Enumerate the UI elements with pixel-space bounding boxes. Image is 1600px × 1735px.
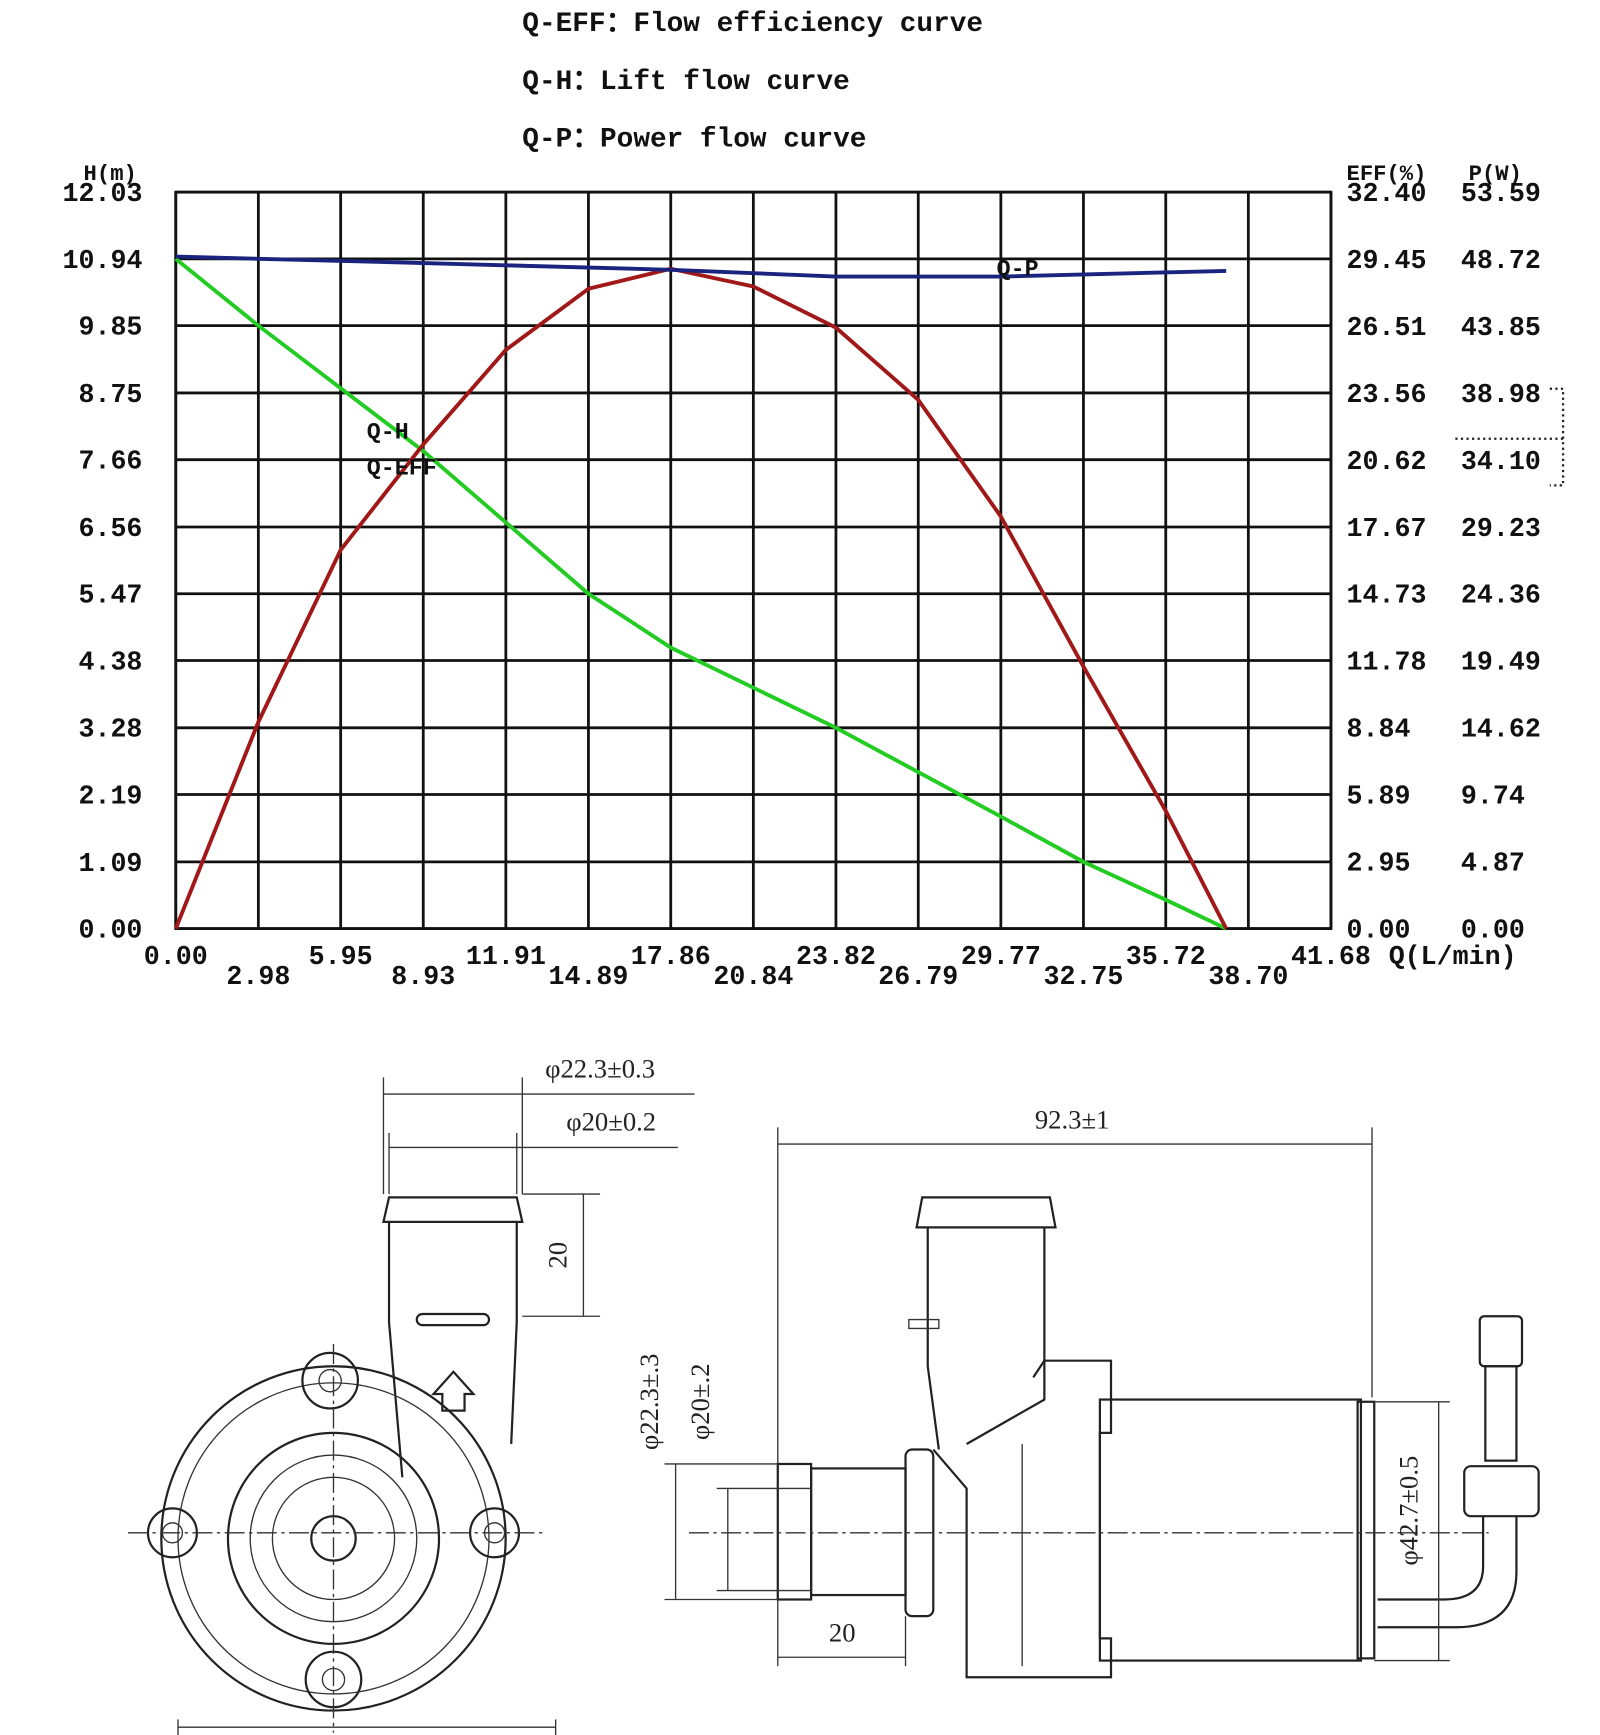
dimension-label: φ42.7±0.5 <box>1394 1456 1424 1566</box>
x-tick-label: 38.70 <box>1208 963 1288 993</box>
legend-note: Q-H：Lift flow curve <box>522 67 849 98</box>
x-tick-label: 11.91 <box>466 943 546 973</box>
chart: Q-EFF：Flow efficiency curve Q-H：Lift flow… <box>62 9 1540 993</box>
y2-tick-label: 20.62 <box>1346 448 1426 478</box>
bracket <box>1455 387 1565 487</box>
dimension-label: φ22.3±0.3 <box>545 1053 655 1083</box>
series-label: Q-EFF <box>367 456 437 482</box>
dimension-label: 92.3±1 <box>1035 1105 1110 1135</box>
y3-tick-label: 48.72 <box>1461 247 1541 277</box>
connector-cap <box>1478 1315 1524 1368</box>
dimension-label: 20 <box>543 1242 573 1269</box>
connector-body <box>1484 1365 1518 1462</box>
y2-tick-label: 32.40 <box>1346 180 1426 210</box>
y-tick-label: 6.56 <box>78 515 142 545</box>
y-tick-label: 8.75 <box>78 381 142 411</box>
curve <box>174 257 1228 931</box>
y2-tick-label: 0.00 <box>1346 916 1410 946</box>
y3-tick-label: 0.00 <box>1461 916 1525 946</box>
x-tick-label: 20.84 <box>713 963 793 993</box>
x-tick-label: 5.95 <box>309 943 373 973</box>
outlet-duct <box>926 1227 1046 1450</box>
motor <box>1098 1398 1363 1662</box>
y3-tick-label: 9.74 <box>1461 783 1525 813</box>
dimension-label: 20 <box>829 1618 856 1648</box>
tab <box>908 1318 940 1330</box>
x-tick-label: 32.75 <box>1043 963 1123 993</box>
inlet-tube <box>809 1467 907 1597</box>
motor-cap <box>1356 1400 1376 1660</box>
legend-note: Q-P：Power flow curve <box>522 125 866 156</box>
inlet-lip <box>776 1462 813 1601</box>
y3-tick-label: 19.49 <box>1461 649 1541 679</box>
y2-tick-label: 11.78 <box>1346 649 1426 679</box>
connector-nut <box>1463 1465 1540 1518</box>
y3-tick-label: 29.23 <box>1461 515 1541 545</box>
series-label: Q-P <box>997 257 1039 283</box>
curve <box>173 266 1228 930</box>
y-tick-label: 5.47 <box>78 582 142 612</box>
plot-frame <box>174 190 1333 930</box>
y3-tick-label: 34.10 <box>1461 448 1541 478</box>
pump-front-view: φ22.3±0.3 φ20±0.2 20 <box>127 1053 695 1735</box>
y2-tick-label: 5.89 <box>1346 783 1410 813</box>
x-tick-label: 14.89 <box>548 963 628 993</box>
y2-tick-label: 8.84 <box>1346 716 1410 746</box>
outlet-lip <box>915 1196 1057 1229</box>
x-tick-label: 35.72 <box>1126 943 1206 973</box>
y-tick-label: 3.28 <box>78 716 142 746</box>
x-tick-label: 17.86 <box>631 943 711 973</box>
x-tick-label: 26.79 <box>878 963 958 993</box>
y-tick-label: 12.03 <box>62 180 142 210</box>
y3-tick-label: 4.87 <box>1461 850 1525 880</box>
y2-tick-label: 17.67 <box>1346 515 1426 545</box>
y2-tick-label: 23.56 <box>1346 381 1426 411</box>
y-tick-label: 0.00 <box>78 916 142 946</box>
outlet-duct <box>387 1221 518 1478</box>
curve <box>175 254 1227 279</box>
x-tick-label: 23.82 <box>796 943 876 973</box>
y3-tick-label: 43.85 <box>1461 314 1541 344</box>
series-label: Q-H <box>367 421 409 447</box>
x-tick-label: 41.68 <box>1291 943 1371 973</box>
y2-tick-label: 26.51 <box>1346 314 1426 344</box>
dimension-label: φ22.3±.3 <box>634 1353 664 1450</box>
x-tick-label: 8.93 <box>391 963 455 993</box>
pump-side-view: 92.3±1 φ22.3±.3 φ20±.2 φ42.7±0.5 20 <box>634 1105 1540 1679</box>
y-tick-label: 2.19 <box>78 782 142 812</box>
y-tick-label: 9.85 <box>78 313 142 343</box>
y2-tick-label: 2.95 <box>1346 849 1410 879</box>
dimension-label: φ20±.2 <box>685 1363 715 1440</box>
x-tick-label: 2.98 <box>226 963 290 993</box>
y-tick-label: 4.38 <box>78 648 142 678</box>
y3-axis-title: P(W) <box>1469 162 1522 187</box>
x-tick-label: 29.77 <box>961 943 1041 973</box>
dimension-label: φ20±0.2 <box>566 1107 656 1137</box>
y-tick-label: 7.66 <box>78 448 142 478</box>
y-axis-title: H(m) <box>84 162 137 187</box>
y3-tick-label: 53.59 <box>1461 180 1541 210</box>
y-tick-label: 10.94 <box>62 247 142 277</box>
y3-tick-label: 14.62 <box>1461 716 1541 746</box>
y2-tick-label: 14.73 <box>1346 582 1426 612</box>
mount-hole <box>318 1368 342 1393</box>
y3-tick-label: 24.36 <box>1461 582 1541 612</box>
mount-ear <box>301 1351 360 1410</box>
flow-arrow <box>430 1370 476 1412</box>
y2-tick-label: 29.45 <box>1346 247 1426 277</box>
x-axis-title: Q(L/min) <box>1389 943 1517 973</box>
y3-tick-label: 38.98 <box>1461 381 1541 411</box>
slot <box>415 1312 491 1327</box>
x-tick-label: 0.00 <box>144 943 208 973</box>
legend-note: Q-EFF：Flow efficiency curve <box>522 9 983 40</box>
outlet-lip <box>382 1196 524 1223</box>
y-tick-label: 1.09 <box>78 850 142 880</box>
cable <box>1377 1516 1518 1629</box>
y2-axis-title: EFF(%) <box>1346 162 1426 187</box>
